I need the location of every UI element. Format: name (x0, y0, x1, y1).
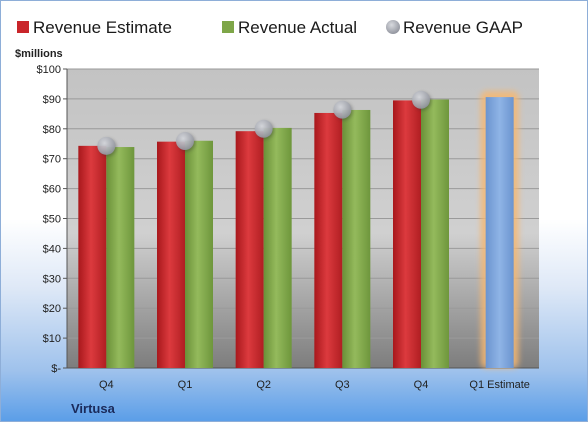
x-tick-label: Q2 (256, 379, 271, 391)
y-tick-label: $10 (43, 333, 61, 345)
x-tick-label: Q1 Estimate (469, 379, 530, 391)
grid-lines (63, 68, 539, 369)
legend-label-revenue-estimate: Revenue Estimate (33, 18, 172, 37)
x-tick-label: Q1 (178, 379, 193, 391)
bar-revenue-estimate-q2-2 (235, 131, 264, 368)
bar-revenue-actual-q2-2 (263, 127, 292, 368)
x-tick-label: Q4 (414, 379, 429, 391)
y-tick-label: $20 (43, 303, 61, 315)
bar-revenue-estimate-q4-0 (78, 145, 107, 368)
y-tick-label: $60 (43, 184, 61, 196)
legend-label-revenue-gaap: Revenue GAAP (403, 18, 523, 37)
gaap-marker-q4-0 (97, 136, 116, 155)
y-tick-label: $90 (43, 94, 61, 106)
x-axis-ticks: Q4 Q1 Q2 Q3 Q4 Q1 Estimate (99, 379, 530, 391)
bar-revenue-actual-q3-3 (342, 109, 371, 368)
company-name: Virtusa (71, 401, 116, 416)
chart-legend: Revenue Estimate Revenue Actual Revenue GA… (17, 18, 523, 37)
y-axis-ticks: $- $10 $20 $30 $40 $50 $60 $70 $80 $90 $100 (37, 64, 62, 375)
gaap-marker-q1-1 (176, 132, 194, 151)
y-tick-label: $- (51, 363, 61, 375)
bar-revenue-actual-q4-4 (421, 99, 449, 369)
bar-revenue-actual-q1-1 (185, 140, 213, 368)
y-tick-label: $50 (43, 214, 61, 226)
y-tick-label: $40 (43, 243, 61, 255)
y-axis-unit-label: $millions (15, 48, 63, 60)
legend-swatch-revenue-estimate (17, 21, 29, 33)
y-tick-label: $70 (43, 154, 61, 166)
y-tick-label: $100 (37, 64, 61, 76)
x-tick-label: Q3 (335, 379, 350, 391)
y-tick-label: $30 (43, 273, 61, 285)
bar-revenue-estimate-q1-1 (157, 141, 185, 368)
bar-series (78, 91, 519, 369)
bar-revenue-estimate-q4-4 (393, 100, 421, 369)
bar-q1-estimate (485, 97, 514, 368)
gaap-marker-q2-2 (254, 119, 273, 138)
legend-swatch-revenue-actual (222, 21, 234, 33)
legend-swatch-revenue-gaap (386, 20, 400, 34)
x-tick-label: Q4 (99, 379, 114, 391)
bar-revenue-actual-q4-0 (106, 147, 135, 368)
legend-label-revenue-actual: Revenue Actual (238, 18, 357, 37)
gaap-marker-q3-3 (333, 100, 352, 119)
bar-revenue-estimate-q3-3 (314, 112, 343, 368)
y-tick-label: $80 (43, 124, 61, 136)
gaap-marker-q4-4 (412, 90, 430, 109)
gaap-markers (97, 90, 432, 157)
